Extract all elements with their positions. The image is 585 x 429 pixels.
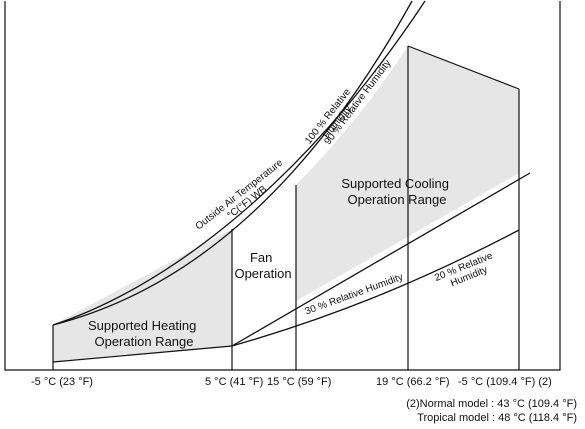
tick-minus5c: -5 °C (23 °F)	[31, 376, 93, 388]
heating-range-area	[53, 229, 232, 362]
tick-5c: 5 °C (41 °F)	[205, 376, 264, 388]
footnote-tropical-model: Tropical model : 48 °C (118.4 °F)	[417, 412, 577, 424]
cooling-top-edge	[407, 45, 520, 90]
rh100-curve	[52, 0, 413, 326]
tick-15c: 15 °C (59 °F)	[267, 376, 332, 388]
rh20-curve	[231, 229, 520, 347]
cooling-label: Supported Cooling Operation Range	[341, 176, 452, 207]
outside-air-label: Outside Air Temperature °C(°F) WB	[194, 156, 295, 241]
tick-19c: 19 °C (66.2 °F)	[376, 376, 450, 388]
fan-label: Fan Operation	[234, 250, 291, 281]
chart-frame	[4, 1, 561, 371]
rh90-curve	[52, 0, 426, 326]
heating-bottom-edge	[52, 345, 233, 363]
heating-label: Supported Heating Operation Range	[88, 318, 200, 349]
tick-max: -5 °C (109.4 °F) (2)	[458, 376, 552, 388]
rh30-curve	[231, 172, 531, 347]
footnote-normal-model: (2)Normal model : 43 °C (109.4 °F)	[406, 398, 577, 410]
